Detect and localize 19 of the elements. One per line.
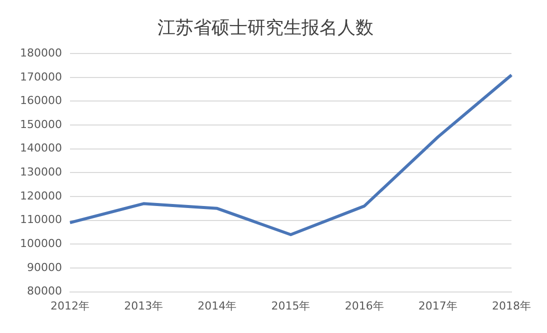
y-tick-label: 140000: [20, 142, 62, 155]
y-tick-label: 110000: [20, 213, 62, 226]
x-tick-label: 2013年: [124, 299, 164, 312]
y-tick-label: 130000: [20, 166, 62, 179]
x-tick-label: 2016年: [344, 299, 384, 312]
y-tick-label: 80000: [26, 284, 62, 298]
y-tick-label: 120000: [20, 189, 62, 202]
y-tick-label: 170000: [20, 70, 62, 84]
x-tick-label: 2014年: [198, 299, 237, 312]
x-tick-label: 2012年: [50, 299, 90, 312]
x-tick-label: 2015年: [271, 299, 310, 312]
x-tick-label: 2017年: [418, 299, 458, 312]
x-tick-label: 2018年: [492, 299, 532, 312]
y-tick-label: 150000: [20, 118, 62, 131]
y-tick-label: 100000: [20, 237, 62, 250]
y-tick-label: 90000: [26, 260, 62, 274]
y-tick-label: 160000: [20, 94, 62, 108]
chart-title: 江苏省硕士研究生报名人数: [158, 17, 374, 38]
y-tick-label: 180000: [20, 46, 62, 60]
